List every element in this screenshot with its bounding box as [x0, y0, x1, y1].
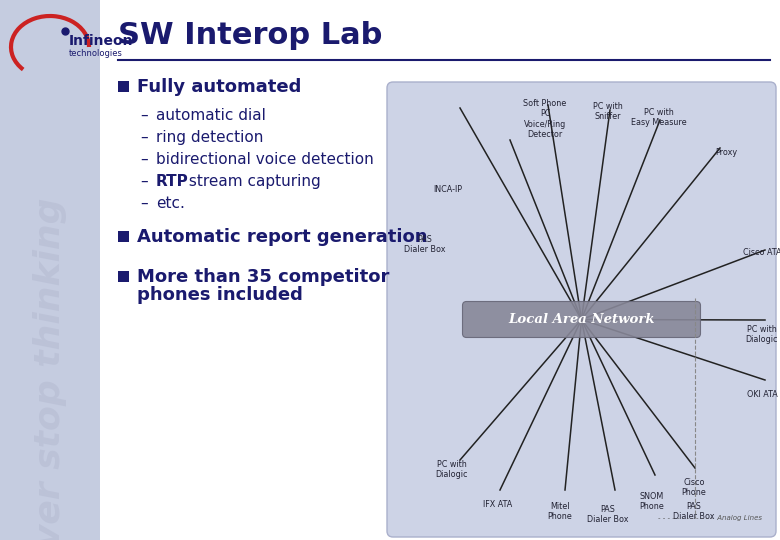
Text: Mitel
Phone: Mitel Phone — [548, 502, 573, 522]
Bar — [118, 231, 129, 242]
FancyBboxPatch shape — [463, 301, 700, 338]
Text: technologies: technologies — [69, 49, 123, 57]
Text: IFX ATA: IFX ATA — [484, 500, 512, 509]
Text: Cisco ATA: Cisco ATA — [743, 248, 780, 257]
Text: Soft Phone
PC
Voice/Ring
Detector: Soft Phone PC Voice/Ring Detector — [523, 99, 566, 139]
Text: bidirectional voice detection: bidirectional voice detection — [156, 152, 374, 167]
Text: Proxy: Proxy — [715, 148, 737, 157]
Text: Fully automated: Fully automated — [137, 78, 301, 97]
Bar — [118, 271, 129, 282]
Text: etc.: etc. — [156, 196, 185, 211]
Text: - - - - - - - - - - - -  Analog Lines: - - - - - - - - - - - - Analog Lines — [658, 515, 762, 521]
Text: PAS
Dialer Box: PAS Dialer Box — [673, 502, 714, 522]
Text: INCA-IP: INCA-IP — [434, 185, 463, 194]
Text: PC with
Dialogic: PC with Dialogic — [436, 460, 468, 480]
Bar — [0, 0, 100, 540]
Text: SW Interop Lab: SW Interop Lab — [118, 21, 382, 50]
Text: PC with
Easy Measure: PC with Easy Measure — [631, 108, 687, 127]
Text: –: – — [140, 174, 147, 189]
Text: Automatic report generation: Automatic report generation — [137, 228, 427, 246]
Text: ring detection: ring detection — [156, 130, 264, 145]
Text: More than 35 competitor: More than 35 competitor — [137, 268, 389, 287]
Text: –: – — [140, 196, 147, 211]
FancyBboxPatch shape — [387, 82, 776, 537]
Text: stream capturing: stream capturing — [184, 174, 321, 189]
Text: –: – — [140, 108, 147, 123]
Text: phones included: phones included — [137, 287, 303, 305]
Text: Local Area Network: Local Area Network — [509, 313, 654, 326]
Text: SNOM
Phone: SNOM Phone — [640, 492, 665, 511]
Text: Infineon: Infineon — [69, 34, 133, 48]
Text: PAS
Dialer Box: PAS Dialer Box — [404, 235, 445, 254]
Text: Cisco
Phone: Cisco Phone — [682, 478, 707, 497]
Text: PC with
Sniffer: PC with Sniffer — [593, 102, 623, 122]
Text: –: – — [140, 130, 147, 145]
Text: PAS
Dialer Box: PAS Dialer Box — [587, 505, 629, 524]
Text: –: – — [140, 152, 147, 167]
Text: OKI ATA: OKI ATA — [746, 390, 778, 399]
Text: Never stop thinking: Never stop thinking — [33, 198, 67, 540]
Text: automatic dial: automatic dial — [156, 108, 266, 123]
Text: RTP: RTP — [156, 174, 189, 189]
Text: PC with
Dialogic: PC with Dialogic — [746, 325, 778, 345]
Bar — [118, 81, 129, 92]
